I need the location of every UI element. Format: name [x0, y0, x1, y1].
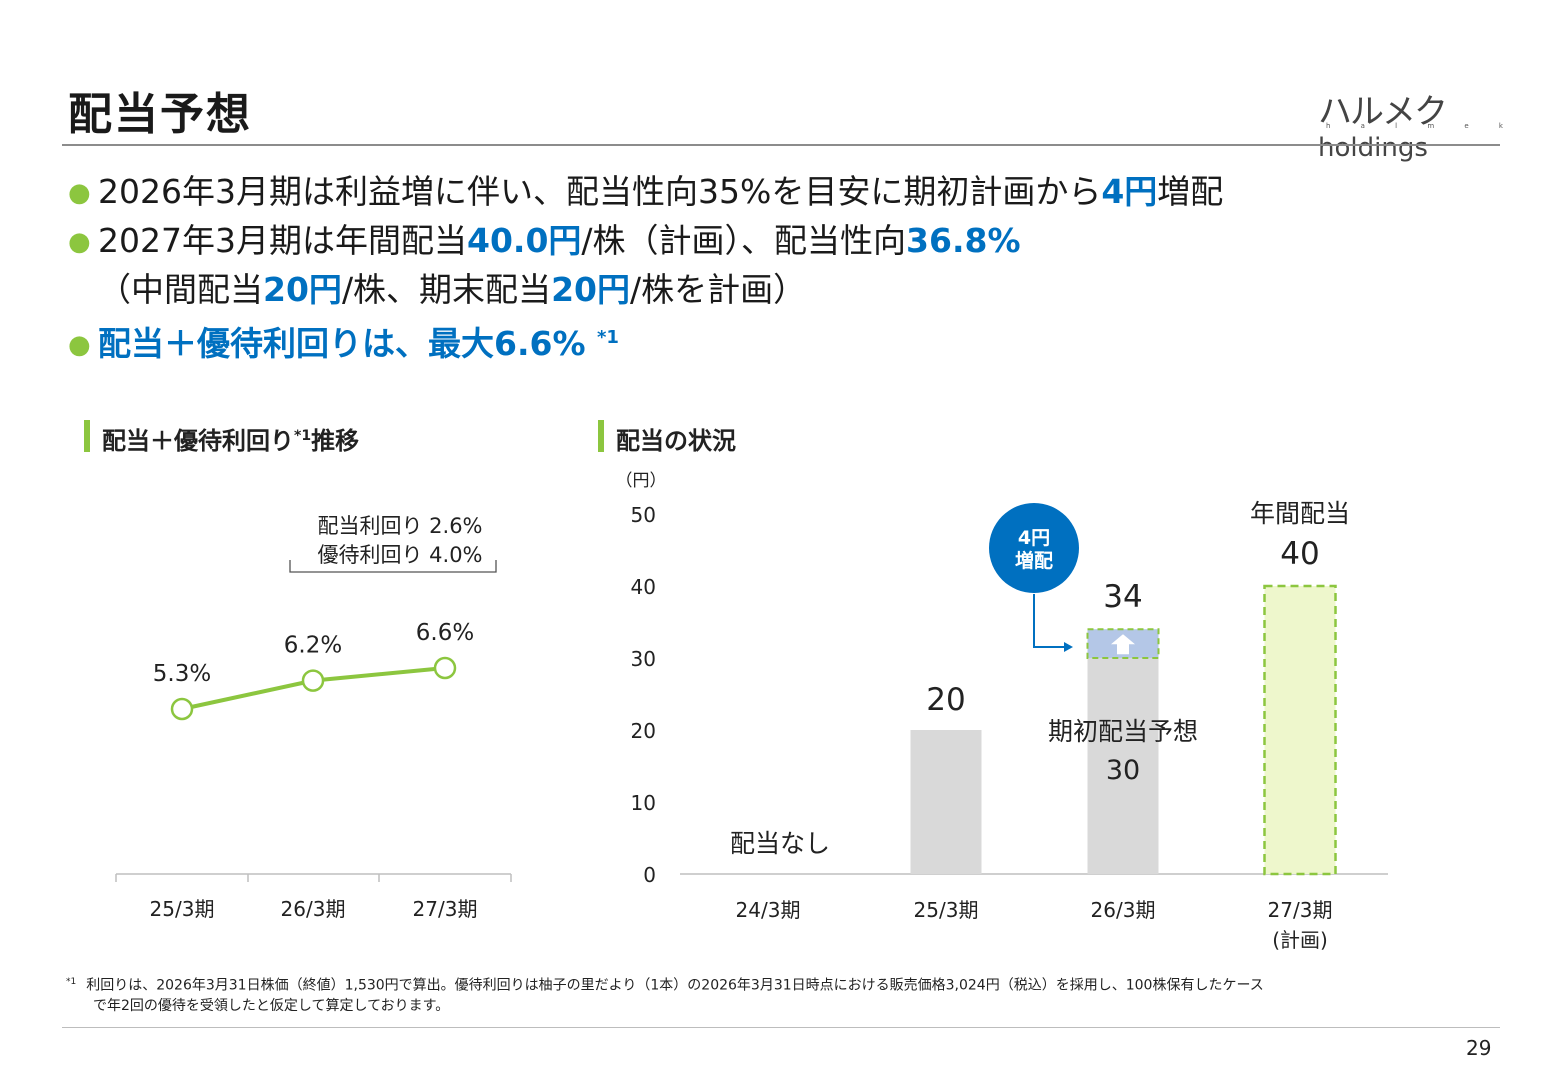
- bullet-dot-icon: ●: [68, 178, 91, 208]
- bullet-2-highlight-1: 40.0円: [466, 221, 582, 260]
- x-tick-label: 27/3期: [1268, 898, 1333, 922]
- bullet-2-continuation: （中間配当20円/株、期末配当20円/株を計画）: [68, 266, 1488, 314]
- footer-divider: [62, 1027, 1500, 1028]
- bar-26-label: 34: [1103, 579, 1142, 615]
- y-tick-label: 0: [643, 863, 656, 887]
- bar-25-label: 20: [926, 682, 965, 718]
- increase-badge: [989, 503, 1079, 593]
- annotation-dividend-yield: 配当利回り 2.6%: [317, 514, 482, 538]
- bullet-2b-highlight-2: 20円: [551, 270, 630, 309]
- x-tick-label: 25/3期: [150, 897, 215, 921]
- x-tick-sublabel: (計画): [1272, 928, 1328, 952]
- data-point: [170, 697, 194, 721]
- company-logo: ハルメクholdings h a l m e k: [1318, 84, 1538, 163]
- bullet-2b-highlight-1: 20円: [263, 270, 342, 309]
- bullet-dot-icon: ●: [68, 227, 91, 257]
- logo-kana: ハルメク: [1318, 92, 1448, 132]
- bullet-1-post: 増配: [1157, 172, 1224, 211]
- bullet-2: ● 2027年3月期は年間配当40.0円/株（計画）、配当性向36.8%: [68, 217, 1488, 266]
- footnote-line-2: で年2回の優待を受領したと仮定して算定しております。: [93, 997, 450, 1014]
- page-number: 29: [1466, 1036, 1492, 1060]
- x-tick-label: 27/3期: [413, 897, 478, 921]
- header-divider: [62, 144, 1500, 146]
- arrow-up-icon: [1111, 634, 1135, 655]
- data-label: 6.2%: [284, 633, 342, 659]
- no-dividend-label: 配当なし: [730, 829, 830, 858]
- initial-forecast-label: 期初配当予想: [1048, 717, 1198, 746]
- footnote-line-1: 利回りは、2026年3月31日株価（終値）1,530円で算出。優待利回りは柚子の…: [86, 977, 1264, 994]
- bullet-3-text: 配当＋優待利回りは、最大6.6%: [98, 324, 598, 363]
- bullet-2b-text: （中間配当: [98, 270, 263, 309]
- data-label: 6.6%: [416, 620, 474, 646]
- increase-badge-line-2: 増配: [1015, 549, 1053, 572]
- data-point: [433, 656, 457, 680]
- x-tick-label: 26/3期: [281, 897, 346, 921]
- bullet-3: ● 配当＋優待利回りは、最大6.6% *1: [68, 314, 1488, 369]
- y-tick-label: 30: [631, 647, 656, 671]
- bar-25: [910, 730, 982, 874]
- yield-line-chart: 25/3期 26/3期 27/3期 5.3% 6.2% 6.6% 配当利回り 2.6% 優待利…: [115, 514, 512, 921]
- bullet-2-text: 2027年3月期は年間配当: [98, 221, 467, 260]
- increase-badge-line-1: 4円: [1018, 527, 1050, 549]
- left-section-title: 配当＋優待利回り*1推移: [102, 421, 359, 456]
- y-tick-label: 40: [631, 575, 656, 599]
- right-section-marker: [598, 420, 604, 452]
- footnote: *1 利回りは、2026年3月31日株価（終値）1,530円で算出。優待利回りは柚…: [66, 972, 1486, 1016]
- bullet-dot-icon: ●: [68, 330, 91, 360]
- annotation-benefit-yield: 優待利回り 4.0%: [317, 543, 482, 567]
- initial-forecast-value: 30: [1106, 755, 1140, 786]
- bullet-1-text: 2026年3月期は利益増に伴い、配当性向35%を目安に期初計画から: [98, 172, 1102, 211]
- badge-arrow-icon: [1064, 642, 1073, 652]
- x-tick-label: 25/3期: [914, 898, 979, 922]
- bullet-2-mid: /株（計画）、配当性向: [581, 221, 907, 260]
- bullet-3-footnote-ref: *1: [597, 327, 619, 348]
- bullet-2-highlight-2: 36.8%: [906, 221, 1021, 260]
- logo-sub: h a l m e k: [1326, 122, 1517, 130]
- left-section-title-text: 配当＋優待利回り: [102, 427, 294, 455]
- page-title: 配当予想: [68, 89, 252, 140]
- left-section-marker: [84, 420, 90, 452]
- y-unit-label: （円）: [616, 471, 667, 491]
- x-tick-label: 26/3期: [1091, 898, 1156, 922]
- annotation-bracket: [289, 560, 497, 573]
- left-section-title-post: 推移: [311, 427, 360, 455]
- bar-27-plan: [1263, 584, 1337, 876]
- dividend-bar-chart: （円） 0 10 20 30 40 50 24/3期 25/3期 26/3期 27/3期 (計画) 配当…: [616, 471, 1388, 952]
- annual-dividend-label: 年間配当: [1250, 499, 1350, 528]
- bullet-list: ● 2026年3月期は利益増に伴い、配当性向35%を目安に期初計画から4円増配 ●…: [68, 168, 1488, 369]
- bullet-2b-post: /株を計画）: [630, 270, 807, 309]
- bullet-2b-mid: /株、期末配当: [341, 270, 552, 309]
- right-section-title: 配当の状況: [616, 427, 736, 455]
- logo-en: holdings: [1318, 133, 1428, 163]
- data-label: 5.3%: [153, 661, 211, 687]
- badge-connector: [1033, 594, 1064, 648]
- bar-26-base: [1087, 658, 1159, 874]
- y-tick-label: 20: [631, 719, 656, 743]
- footnote-marker: *1: [66, 977, 77, 987]
- bullet-1-highlight: 4円: [1101, 172, 1158, 211]
- x-tick-label: 24/3期: [736, 898, 801, 922]
- data-point: [301, 669, 325, 692]
- bullet-1: ● 2026年3月期は利益増に伴い、配当性向35%を目安に期初計画から4円増配: [68, 168, 1488, 217]
- left-section-title-sup: *1: [294, 428, 312, 444]
- y-tick-label: 10: [631, 791, 656, 815]
- annual-dividend-value: 40: [1280, 536, 1319, 572]
- y-tick-label: 50: [631, 503, 656, 527]
